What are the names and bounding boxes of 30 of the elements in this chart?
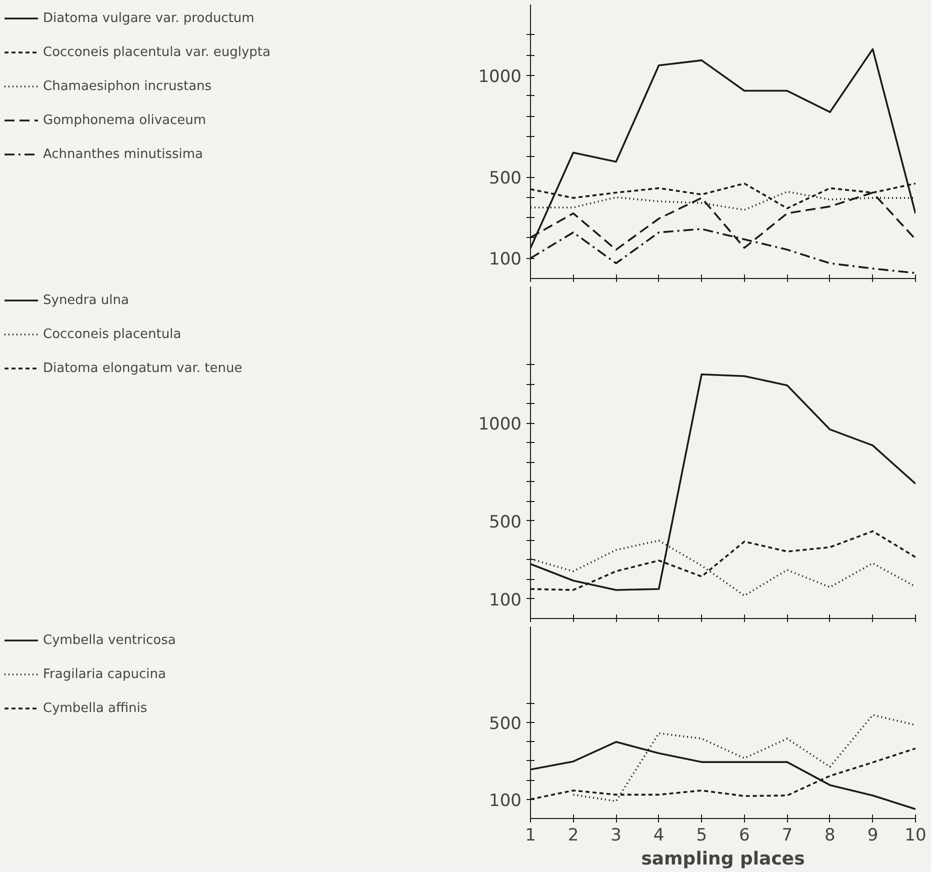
- y-tick-label: 1000: [478, 414, 522, 435]
- y-tick-label: 1000: [478, 67, 522, 88]
- x-tick-label: 7: [782, 826, 793, 846]
- x-tick-label: 4: [653, 826, 664, 846]
- y-tick-label: 500: [489, 168, 522, 189]
- legend-label: Fragilaria capucina: [43, 666, 166, 682]
- legend-label: Cocconeis placentula var. euglypta: [43, 44, 270, 60]
- y-tick-label: 100: [489, 590, 522, 610]
- legend-label: Achnanthes minutissima: [43, 146, 203, 162]
- x-tick-label: 2: [568, 826, 579, 846]
- legend-label: Cymbella ventricosa: [43, 632, 176, 648]
- legend-label: Cymbella affinis: [43, 700, 148, 716]
- legend-label: Diatoma vulgare var. productum: [43, 10, 254, 26]
- legend-label: Synedra ulna: [43, 292, 129, 308]
- x-axis-title: sampling places: [641, 848, 805, 870]
- y-tick-label: 500: [489, 714, 522, 734]
- y-tick-label: 100: [489, 250, 522, 270]
- y-tick-label: 500: [489, 512, 522, 532]
- x-tick-label: 6: [738, 826, 750, 846]
- x-tick-label: 10: [904, 826, 926, 846]
- x-tick-label: 9: [867, 826, 878, 846]
- x-tick-label: 3: [610, 826, 622, 846]
- x-tick-label: 1: [525, 826, 536, 846]
- legend-label: Gomphonema olivaceum: [43, 112, 206, 128]
- legend-label: Diatoma elongatum var. tenue: [43, 360, 242, 376]
- y-tick-label: 100: [489, 790, 522, 811]
- x-tick-label: 5: [696, 826, 708, 846]
- x-tick-label: 8: [824, 826, 836, 846]
- legend-label: Chamaesiphon incrustans: [43, 78, 212, 94]
- legend-label: Cocconeis placentula: [43, 326, 182, 342]
